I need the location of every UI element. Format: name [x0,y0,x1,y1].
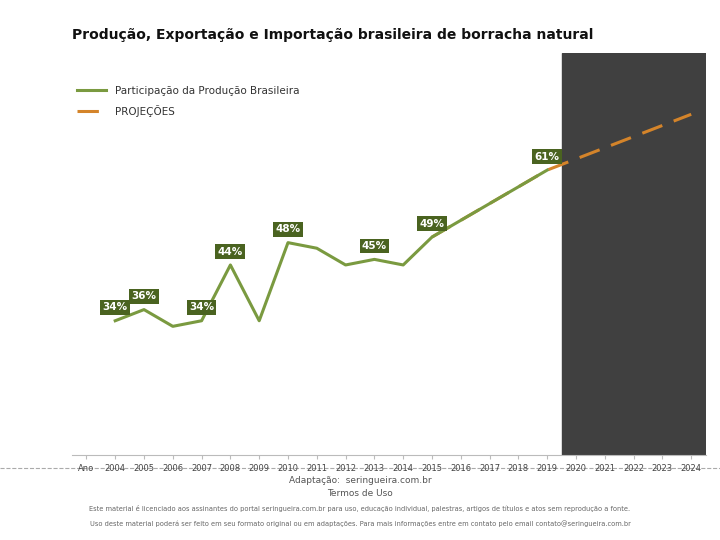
Text: Termos de Uso: Termos de Uso [327,489,393,497]
Text: EXPANSÃO PODUTIVA -  Brasil: EXPANSÃO PODUTIVA - Brasil [453,16,709,31]
Text: 34%: 34% [103,302,127,312]
Text: 61%: 61% [535,152,559,162]
Text: 36%: 36% [132,291,156,301]
Text: ANÁLISES: ANÁLISES [11,16,94,31]
Text: Produção, Exportação e Importação brasileira de borracha natural: Produção, Exportação e Importação brasil… [72,28,593,42]
Text: Adaptação:  seringueira.com.br: Adaptação: seringueira.com.br [289,476,431,485]
Legend: Participação da Produção Brasileira, PROJEÇÕES: Participação da Produção Brasileira, PRO… [77,86,300,117]
Text: 34%: 34% [189,302,214,312]
Text: 49%: 49% [420,219,444,229]
Bar [562,53,706,455]
Text: Uso deste material poderá ser feito em seu formato original ou em adaptações. Pa: Uso deste material poderá ser feito em s… [89,520,631,527]
Text: Este material é licenciado aos assinantes do portal seringueira.com.br para uso,: Este material é licenciado aos assinante… [89,505,631,512]
Text: 44%: 44% [217,247,243,256]
Text: 45%: 45% [362,241,387,251]
Text: 48%: 48% [276,224,300,234]
